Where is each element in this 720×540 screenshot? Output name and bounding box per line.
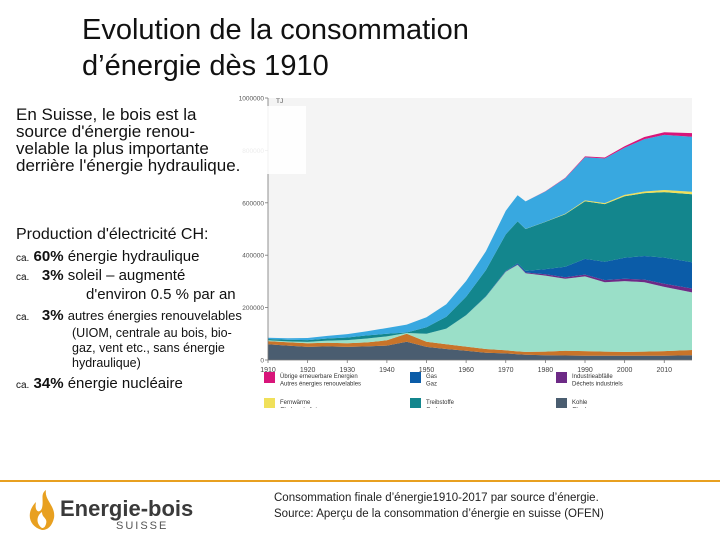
ca-label: ca. (16, 253, 30, 264)
page-title: Evolution de la consommation d’énergie d… (82, 12, 469, 84)
others-detail-1: (UIOM, centrale au bois, bio- (16, 326, 276, 341)
intro-line-3: velable la plus importante (16, 140, 306, 157)
logo-name: Energie-bois (60, 496, 194, 521)
intro-line-1: En Suisse, le bois est la (16, 106, 306, 123)
legend-label-de-4: Treibstoffe (426, 400, 455, 406)
legend-swatch-4 (410, 398, 421, 408)
area-series-4 (268, 256, 692, 342)
text-solar: soleil – augmenté (67, 267, 186, 284)
ca-label: ca. (16, 380, 30, 391)
x-tick-label-6: 1970 (498, 367, 514, 374)
legend-swatch-1 (410, 372, 421, 383)
production-item-hydro: ca. 60% énergie hydraulique (16, 248, 276, 267)
x-tick-label-5: 1960 (458, 367, 474, 374)
caption-line-2: Source: Aperçu de la consommation d’éner… (274, 508, 604, 520)
caption-line-1: Consommation finale d’énergie1910-2017 p… (274, 492, 599, 504)
legend-swatch-3 (264, 398, 275, 408)
legend-swatch-0 (264, 372, 275, 383)
legend-label-de-5: Kohle (572, 400, 588, 406)
legend-label-fr-4: Carburants (426, 408, 456, 409)
legend-swatch-2 (556, 372, 567, 383)
title-line-2: d’énergie dès 1910 (82, 50, 329, 82)
footer-divider (0, 480, 720, 482)
production-heading: Production d'électricité CH: (16, 226, 209, 243)
others-detail-2: gaz, vent etc., sans énergie (16, 341, 276, 356)
text-solar-cont: d'environ 0.5 % par an (86, 286, 236, 303)
y-tick-label-3: 600000 (242, 200, 264, 207)
energy-consumption-chart: 02000004000006000008000001000000TJ191019… (239, 96, 692, 409)
legend-label-fr-3: Chaleur à distance (280, 408, 331, 409)
text-others: autres énergies renouvelables (67, 308, 242, 323)
legend-label-fr-0: Autres énergies renouvelables (280, 382, 361, 388)
x-tick-label-8: 1990 (577, 367, 593, 374)
x-tick-label-4: 1950 (419, 367, 435, 374)
x-tick-label-3: 1940 (379, 367, 395, 374)
production-solar-cont: d'environ 0.5 % par an (16, 286, 276, 303)
others-detail-text-1: (UIOM, centrale au bois, bio- (72, 326, 232, 340)
y-tick-label-2: 400000 (242, 253, 264, 260)
legend-label-fr-5: Charbon (572, 408, 595, 409)
legend-label-fr-1: Gaz (426, 382, 437, 388)
pct-nuclear: 34% (33, 375, 64, 392)
x-tick-label-1: 1920 (300, 367, 316, 374)
area-series-2 (268, 264, 692, 352)
pct-hydro: 60% (33, 248, 64, 265)
y-tick-label-1: 200000 (242, 305, 264, 312)
x-tick-label-9: 2000 (617, 367, 633, 374)
area-series-0 (268, 341, 692, 360)
x-tick-label-0: 1910 (260, 367, 276, 374)
legend-swatch-5 (556, 398, 567, 408)
others-detail-3: hydraulique) (16, 356, 276, 371)
production-item-others: ca. 3% autres énergies renouvelables (16, 307, 276, 326)
x-tick-label-2: 1930 (339, 367, 355, 374)
y-tick-label-0: 0 (260, 358, 264, 365)
text-hydro: énergie hydraulique (67, 248, 200, 265)
text-nuclear: énergie nucléaire (67, 375, 183, 392)
ca-label: ca. (16, 272, 30, 283)
electricity-production-list: Production d'électricité CH: ca. 60% éne… (16, 226, 276, 394)
area-series-7 (268, 134, 692, 341)
production-item-solar: ca. 3% soleil – augmenté (16, 267, 276, 286)
area-series-1 (268, 333, 692, 356)
intro-text: En Suisse, le bois est la source d'énerg… (16, 106, 306, 174)
x-tick-label-7: 1980 (538, 367, 554, 374)
figure-caption: Consommation finale d’énergie1910-2017 p… (274, 490, 604, 522)
others-detail-text-2: gaz, vent etc., sans énergie (72, 341, 225, 355)
intro-line-4: derrière l'énergie hydraulique. (16, 157, 306, 174)
intro-line-2: source d'énergie renou- (16, 123, 306, 140)
y-tick-label-5: 1000000 (239, 96, 265, 103)
title-line-1: Evolution de la consommation (82, 14, 469, 46)
legend-label-fr-2: Déchets industriels (572, 382, 623, 388)
y-axis-label: TJ (276, 98, 283, 105)
logo-sub: SUISSE (116, 520, 169, 532)
production-item-nuclear: ca. 34% énergie nucléaire (16, 375, 276, 394)
legend-label-de-0: Übrige erneuerbare Energien (280, 373, 358, 380)
legend-label-de-3: Fernwärme (280, 400, 311, 406)
area-series-5 (268, 192, 692, 342)
energie-bois-logo-icon (29, 490, 55, 530)
legend-label-de-1: Gas (426, 374, 437, 380)
legend-label-de-2: Industrieabfälle (572, 374, 613, 380)
pct-solar: 3% (41, 267, 64, 284)
ca-label: ca. (16, 312, 30, 323)
x-tick-label-10: 2010 (656, 367, 672, 374)
pct-others: 3% (41, 307, 64, 324)
others-detail-text-3: hydraulique) (72, 356, 141, 370)
